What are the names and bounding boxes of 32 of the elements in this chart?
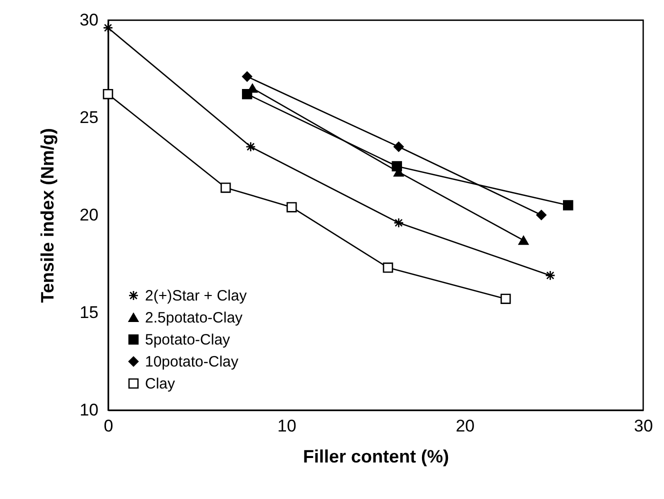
point <box>392 161 402 172</box>
y-tick-label: 25 <box>80 108 98 127</box>
x-axis-title: Filler content (%) <box>302 446 450 466</box>
point <box>518 236 529 245</box>
point <box>382 262 394 273</box>
point <box>536 210 546 220</box>
point <box>286 202 297 212</box>
point <box>500 294 511 304</box>
legend-label: 5potato-Clay <box>145 332 231 348</box>
point <box>220 182 231 193</box>
legend-label: Clay <box>145 376 176 392</box>
legend-label: 2(+)Star + Clay <box>145 288 248 304</box>
x-tick-label: 10 <box>277 416 296 436</box>
point <box>545 270 556 281</box>
x-tick-label: 20 <box>456 416 475 436</box>
point <box>242 88 252 100</box>
point <box>562 200 574 210</box>
legend-label: 10potato-Clay <box>145 354 239 370</box>
point <box>102 22 114 33</box>
point <box>102 88 114 100</box>
y-axis-title: Tensile index (Nm/g) <box>38 128 58 303</box>
y-tick-label: 30 <box>80 10 98 30</box>
point <box>246 142 256 152</box>
y-tick-label: 15 <box>80 303 98 322</box>
y-tick-label: 10 <box>80 400 98 420</box>
y-tick-label: 20 <box>80 206 98 224</box>
x-tick-label: 30 <box>634 416 653 436</box>
point <box>394 142 404 152</box>
point <box>242 71 252 82</box>
legend-label: 2.5potato-Clay <box>145 310 244 326</box>
x-tick-label: 0 <box>104 416 114 436</box>
point <box>394 218 404 228</box>
